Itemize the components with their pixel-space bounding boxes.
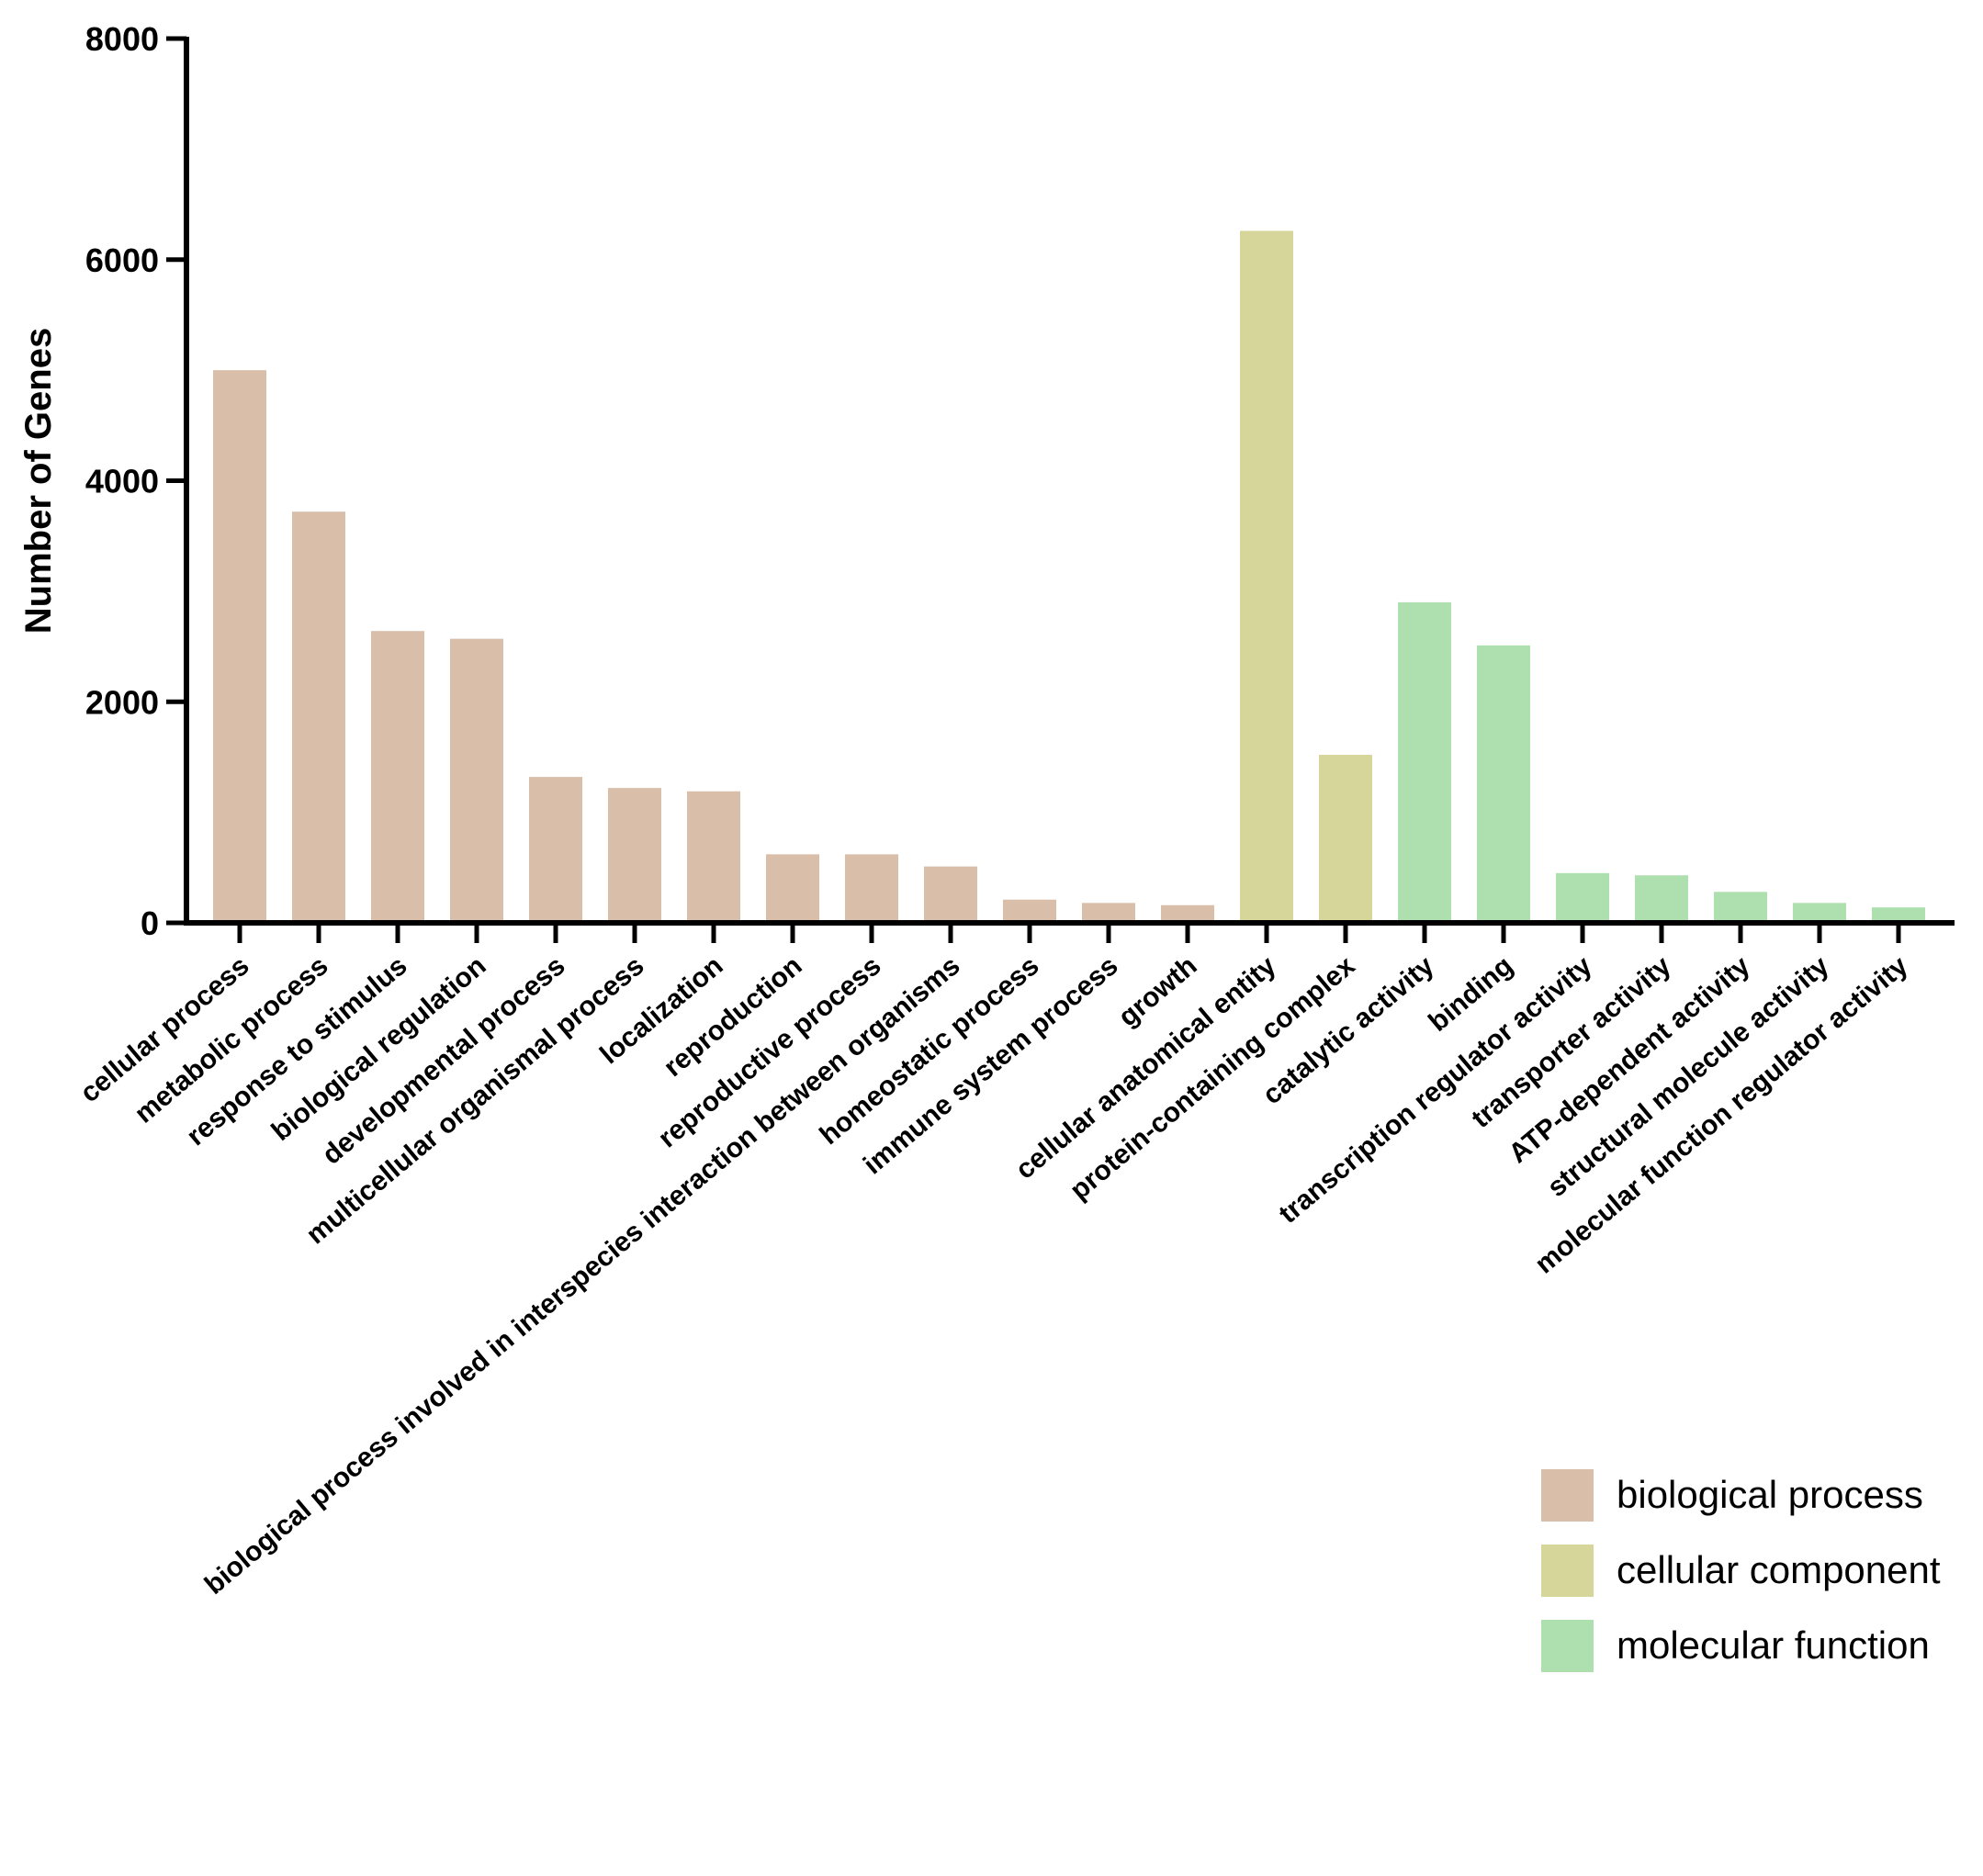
legend-swatch — [1541, 1545, 1594, 1597]
bar — [450, 638, 503, 923]
bar — [1240, 230, 1293, 923]
legend-swatch — [1541, 1469, 1594, 1522]
bar — [687, 791, 740, 923]
bars-group — [213, 230, 1925, 923]
y-tick-label: 4000 — [85, 463, 159, 500]
bar — [1161, 904, 1214, 923]
axes-group — [184, 37, 1955, 926]
bar — [1793, 903, 1846, 923]
y-ticks-group: 0 2000 4000 6000 8000 — [85, 20, 186, 942]
legend: biological process cellular component mole… — [1541, 1469, 1941, 1672]
legend-label: biological process — [1617, 1473, 1923, 1516]
bar — [1319, 755, 1372, 923]
y-tick-label: 6000 — [85, 242, 159, 279]
bar — [766, 854, 819, 923]
bar — [1398, 601, 1451, 923]
y-axis-title: Number of Genes — [18, 328, 59, 634]
bar — [529, 777, 582, 923]
legend-label: molecular function — [1617, 1623, 1930, 1667]
bar — [1556, 872, 1609, 923]
y-tick-label: 8000 — [85, 20, 159, 58]
y-tick-label: 0 — [141, 904, 159, 942]
bar — [1714, 892, 1767, 923]
bar — [608, 788, 661, 923]
bar — [1635, 875, 1688, 923]
bar — [1003, 899, 1056, 923]
bar — [1477, 645, 1530, 923]
bar — [213, 370, 266, 923]
legend-label: cellular component — [1617, 1548, 1941, 1591]
bar — [924, 866, 977, 923]
y-tick-label: 2000 — [85, 683, 159, 721]
bar — [371, 631, 424, 923]
bar — [1872, 907, 1925, 923]
bar — [292, 511, 345, 923]
bar — [1082, 903, 1135, 923]
bar — [845, 854, 898, 923]
x-ticks-group — [237, 923, 1901, 943]
legend-swatch — [1541, 1620, 1594, 1672]
